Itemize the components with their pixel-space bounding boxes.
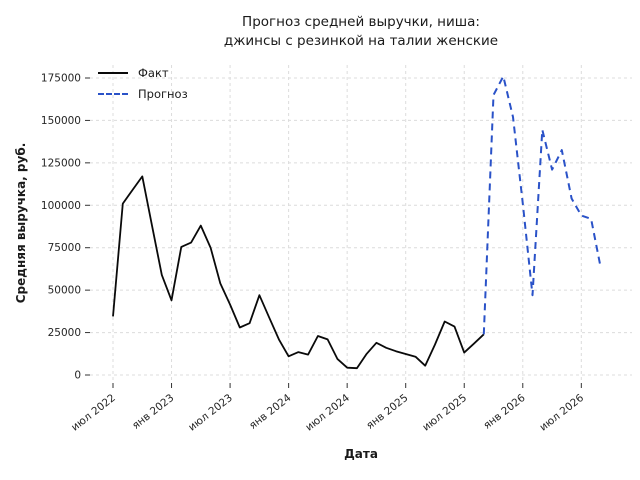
y-tick-label: 50000 (48, 285, 81, 297)
x-axis-label: Дата (344, 447, 378, 461)
x-tick-label: июл 2024 (303, 392, 352, 434)
legend-swatch-fact-line (98, 72, 128, 74)
legend-item-forecast: Прогноз (98, 87, 188, 101)
y-tick-label: 100000 (41, 200, 81, 212)
chart-title-line2: джинсы с резинкой на талии женские (223, 33, 499, 49)
legend-label-forecast: Прогноз (138, 87, 188, 101)
x-tick-label: янв 2025 (364, 392, 410, 432)
legend-swatch-forecast-line (98, 93, 128, 95)
y-tick-label: 75000 (48, 242, 81, 254)
x-tick-label: июл 2025 (420, 392, 469, 434)
x-tick-label: июл 2023 (186, 392, 235, 434)
x-tick-label: янв 2024 (247, 392, 294, 432)
chart-title-line1: Прогноз средней выручки, ниша: (242, 14, 480, 30)
y-tick-label: 175000 (41, 72, 81, 84)
y-tick-label: 125000 (41, 157, 81, 169)
y-axis-label: Средняя выручка, руб. (14, 142, 28, 304)
x-tick-label: июл 2022 (69, 392, 118, 434)
y-tick-label: 25000 (48, 327, 81, 339)
x-tick-label: янв 2023 (130, 392, 176, 432)
fact-line (112, 175, 485, 370)
x-tick-label: июл 2026 (537, 392, 586, 434)
legend-label-fact: Факт (138, 66, 169, 80)
x-tick-label: янв 2026 (481, 392, 528, 432)
y-tick-label: 0 (74, 370, 81, 382)
legend-item-fact: Факт (98, 66, 188, 80)
legend: Факт Прогноз (98, 66, 188, 101)
y-tick-label: 150000 (41, 115, 81, 127)
